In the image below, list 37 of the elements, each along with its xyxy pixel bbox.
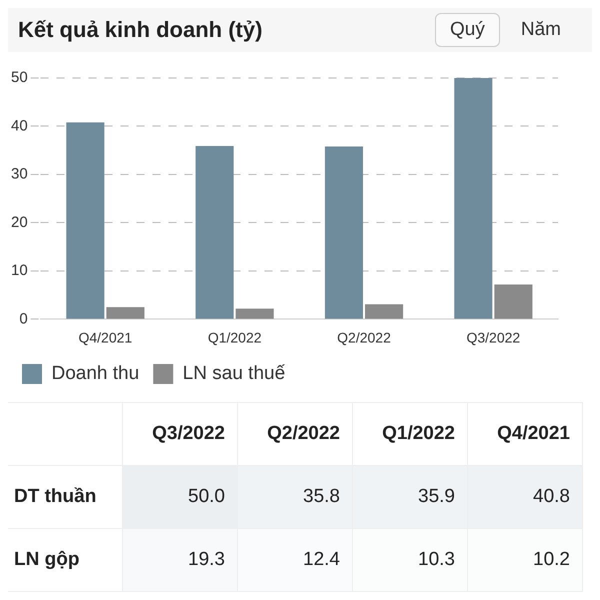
y-tick-label: LN gộp: [8, 528, 122, 592]
x-tick-label: Q4/2021: [468, 402, 582, 466]
legend-label: LN sau thuế: [182, 363, 286, 384]
y-tick-label: DT thuần: [8, 466, 122, 528]
bar: [66, 122, 104, 319]
data-label: 35.9: [352, 466, 468, 528]
x-tick-label: Q3/2022: [122, 402, 238, 466]
bar: [494, 284, 532, 319]
bar: [236, 308, 274, 319]
bar: [196, 146, 234, 319]
y-tick-label: 0: [19, 310, 28, 328]
text: Năm: [520, 18, 562, 42]
chart-title: Kết quả kinh doanh (tỷ): [18, 17, 262, 43]
y-tick-label: 50: [10, 69, 28, 86]
data-label: 10.3: [352, 528, 468, 592]
legend-label: Doanh thu: [52, 363, 140, 384]
x-tick-label: Q2/2022: [238, 402, 352, 466]
data-label: 10.2: [468, 528, 582, 592]
x-tick-label: Q3/2022: [466, 329, 520, 346]
y-tick-label: 20: [10, 214, 28, 231]
x-tick-label: Q1/2022: [352, 402, 468, 466]
y-tick-label: 40: [10, 117, 28, 134]
x-tick-label: Q1/2022: [208, 329, 262, 346]
bar: [365, 304, 404, 319]
text: Quý: [435, 13, 500, 47]
bar: [106, 307, 144, 319]
x-tick-label: Q2/2022: [337, 329, 392, 346]
data-label: 50.0: [122, 466, 238, 528]
y-tick-label: 30: [10, 166, 28, 183]
data-label: 40.8: [468, 466, 582, 528]
bar: [454, 78, 492, 319]
y-tick-label: 10: [10, 262, 28, 280]
data-label: 12.4: [238, 528, 352, 592]
data-label: 35.8: [238, 466, 352, 528]
x-tick-label: Q4/2021: [78, 329, 132, 346]
data-label: 19.3: [122, 528, 238, 592]
bar: [324, 146, 364, 319]
